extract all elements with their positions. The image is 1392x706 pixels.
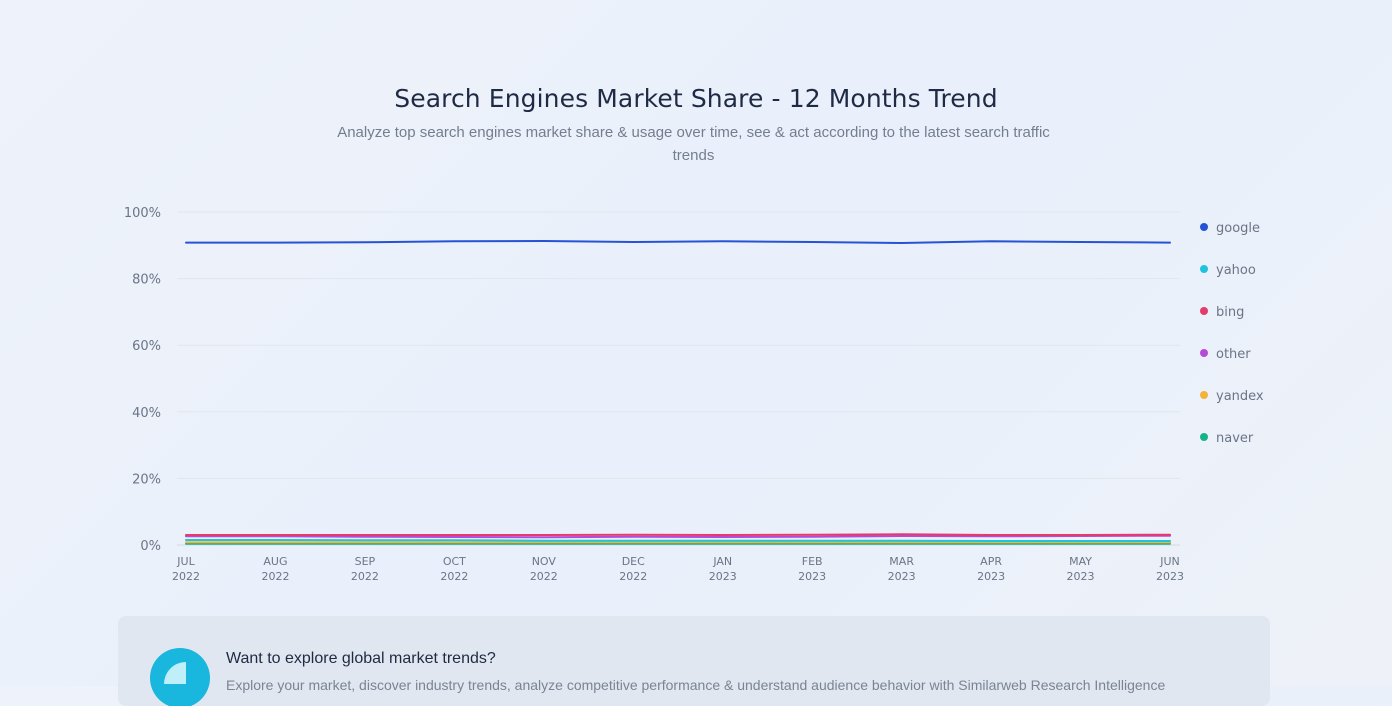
y-tick-label: 80%	[132, 273, 161, 288]
y-tick-label: 20%	[132, 472, 161, 487]
research-intelligence-icon	[150, 648, 210, 706]
x-tick-label: NOV	[532, 555, 557, 568]
legend-label-yahoo: yahoo	[1216, 263, 1256, 278]
x-tick-label: JUN	[1159, 555, 1180, 568]
legend-marker-bing	[1200, 307, 1208, 315]
y-tick-label: 60%	[132, 339, 161, 354]
x-tick-year-label: 2022	[261, 570, 289, 583]
x-tick-label: APR	[980, 555, 1002, 568]
x-tick-label: MAR	[889, 555, 914, 568]
x-tick-year-label: 2023	[709, 570, 737, 583]
market-share-line-chart: 0% 20% 40% 60% 80% 100% JUL 2022 AUG 2022 SEP 2022 O…	[124, 206, 1264, 583]
legend-label-other: other	[1216, 347, 1251, 362]
x-tick-label: DEC	[622, 555, 645, 568]
series-line-google	[185, 240, 1171, 244]
legend-label-naver: naver	[1216, 431, 1254, 446]
x-tick-label: MAY	[1069, 555, 1092, 568]
legend-label-yandex: yandex	[1216, 389, 1264, 404]
legend-label-bing: bing	[1216, 305, 1244, 320]
legend-marker-naver	[1200, 433, 1208, 441]
legend-marker-google	[1200, 223, 1208, 231]
x-tick-year-label: 2023	[888, 570, 916, 583]
series-line-yahoo	[185, 539, 1171, 542]
x-tick-label: FEB	[802, 555, 823, 568]
x-tick-year-label: 2022	[172, 570, 200, 583]
x-tick-label: SEP	[355, 555, 376, 568]
page-subtitle: Analyze top search engines market share …	[337, 124, 1050, 164]
x-tick-year-label: 2023	[798, 570, 826, 583]
legend-marker-yahoo	[1200, 265, 1208, 273]
legend-label-google: google	[1216, 221, 1260, 236]
legend-marker-other	[1200, 349, 1208, 357]
market-trends-promo[interactable]: Want to explore global market trends? Ex…	[118, 616, 1270, 706]
promo-title: Want to explore global market trends?	[226, 650, 496, 667]
promo-text: Explore your market, discover industry t…	[226, 677, 1166, 693]
x-tick-label: JAN	[712, 555, 732, 568]
legend-marker-yandex	[1200, 391, 1208, 399]
x-tick-year-label: 2023	[1156, 570, 1184, 583]
x-tick-year-label: 2023	[1067, 570, 1095, 583]
x-tick-year-label: 2023	[977, 570, 1005, 583]
x-tick-year-label: 2022	[351, 570, 379, 583]
x-tick-year-label: 2022	[440, 570, 468, 583]
x-tick-label: JUL	[176, 555, 195, 568]
y-tick-label: 100%	[124, 206, 161, 221]
series-line-other	[185, 534, 1171, 539]
page-title: Search Engines Market Share - 12 Months …	[394, 84, 998, 113]
x-tick-label: OCT	[443, 555, 466, 568]
x-tick-year-label: 2022	[530, 570, 558, 583]
series-line-bing	[185, 533, 1171, 536]
x-tick-label: AUG	[263, 555, 287, 568]
x-tick-year-label: 2022	[619, 570, 647, 583]
y-tick-label: 0%	[140, 539, 161, 554]
y-tick-label: 40%	[132, 406, 161, 421]
